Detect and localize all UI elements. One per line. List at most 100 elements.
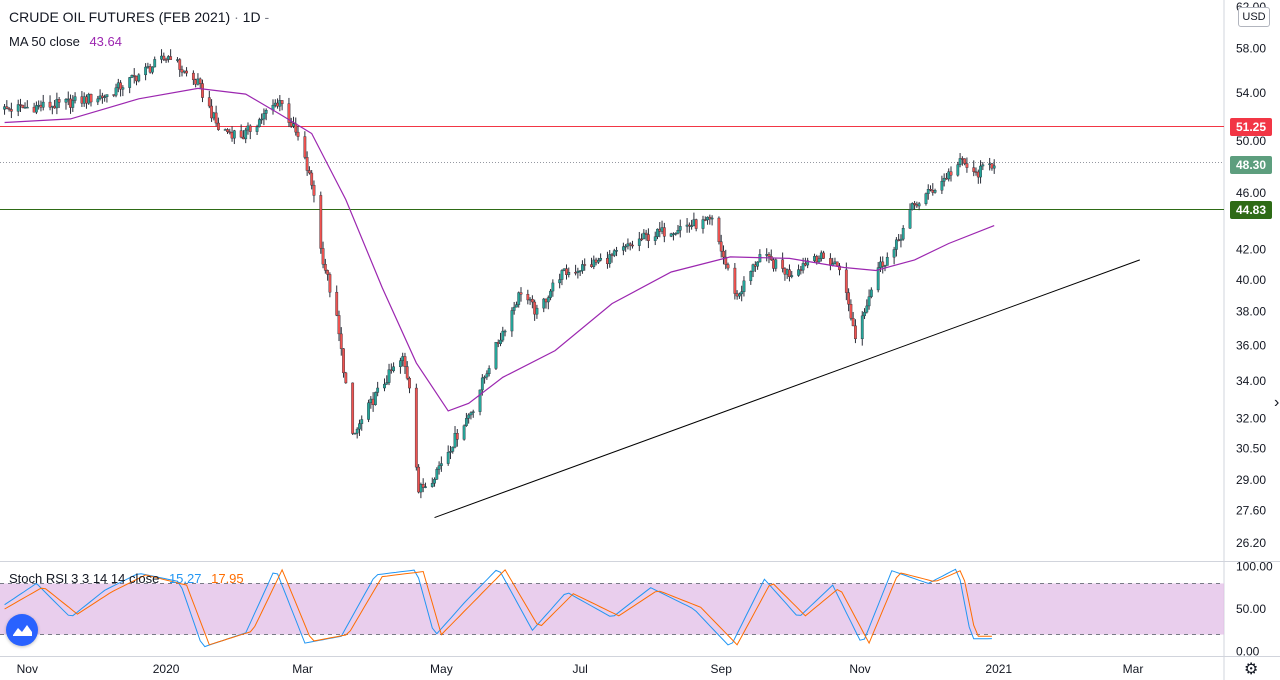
candle-body	[392, 366, 395, 372]
candle	[503, 329, 507, 337]
stoch-rsi-legend[interactable]: Stoch RSI 3 3 14 14 close 15.27 17.95	[9, 571, 244, 586]
candle-body	[849, 304, 853, 319]
candle-body	[612, 250, 616, 256]
candle	[137, 73, 141, 83]
candle-body	[119, 82, 122, 90]
candle-body	[335, 291, 339, 316]
candle	[756, 261, 760, 270]
candle	[255, 124, 259, 136]
candle-body	[560, 270, 564, 280]
candle	[3, 104, 6, 115]
candle	[276, 98, 279, 109]
interval-label[interactable]: 1D	[242, 9, 261, 25]
candle-body	[162, 55, 166, 60]
candle-body	[637, 238, 641, 246]
candle-body	[246, 125, 250, 131]
candle-body	[945, 177, 948, 180]
candle	[567, 267, 571, 278]
candle	[945, 173, 948, 180]
candle	[963, 158, 967, 166]
candle	[576, 267, 580, 279]
candle	[876, 261, 880, 293]
candle	[583, 258, 587, 271]
candle-body	[835, 261, 839, 267]
candle-body	[740, 291, 744, 295]
ma50-line	[4, 87, 995, 412]
candle	[100, 92, 104, 104]
candle-body	[658, 228, 662, 232]
price-axis-tick-label: 58.00	[1236, 42, 1266, 56]
candle	[976, 169, 980, 184]
candle-body	[196, 78, 200, 85]
candle	[956, 161, 960, 177]
candle-body	[897, 239, 901, 242]
candle-body	[838, 265, 841, 271]
candle-body	[96, 98, 100, 103]
candle-body	[628, 243, 632, 246]
candle-body	[37, 104, 41, 107]
symbol-legend[interactable]: CRUDE OIL FUTURES (FEB 2021) · 1D -	[9, 9, 269, 25]
tradingview-logo-icon[interactable]	[6, 614, 38, 646]
candle	[647, 228, 650, 249]
candle	[462, 424, 466, 441]
candle-body	[182, 70, 186, 73]
candle-body	[615, 250, 618, 252]
candle	[722, 245, 725, 265]
candle	[191, 70, 195, 85]
candle	[401, 352, 405, 367]
ma-legend[interactable]: MA 50 close 43.64	[9, 34, 122, 49]
candle	[560, 269, 564, 286]
candle	[612, 248, 616, 258]
candle	[312, 180, 316, 203]
candle	[337, 310, 341, 342]
candle	[433, 477, 436, 487]
candle	[178, 58, 182, 77]
candle	[278, 95, 282, 112]
trendline	[434, 259, 1140, 519]
ma-label: MA 50 close	[9, 34, 80, 49]
candle-body	[105, 94, 109, 98]
price-axis-tick-label: 42.00	[1236, 242, 1266, 256]
candle-body	[542, 298, 546, 309]
candle-body	[85, 96, 88, 104]
candle	[562, 268, 566, 272]
candle	[672, 232, 675, 241]
resistance-price-badge: 51.25	[1230, 118, 1272, 136]
candle-body	[7, 108, 11, 110]
candle-body	[785, 269, 789, 275]
candle	[387, 363, 391, 386]
candle-body	[596, 260, 600, 263]
candle-body	[55, 99, 59, 109]
candle-body	[48, 101, 52, 108]
candle	[674, 232, 678, 236]
candle	[207, 90, 211, 109]
currency-button[interactable]: USD	[1238, 7, 1270, 27]
candle	[383, 378, 386, 392]
candle	[376, 381, 380, 397]
candle	[230, 126, 234, 142]
time-axis-tick-label: Sep	[711, 662, 733, 676]
candle-body	[351, 382, 355, 434]
scroll-right-icon[interactable]: ›	[1274, 394, 1280, 411]
time-axis-tick-label: Nov	[849, 662, 870, 676]
candle	[703, 216, 707, 222]
candle-body	[765, 254, 769, 256]
price-axis-tick-label: 29.00	[1236, 473, 1266, 487]
candle	[512, 301, 516, 315]
candle	[606, 251, 609, 269]
settings-gear-icon[interactable]: ⚙	[1244, 661, 1259, 678]
candle	[417, 464, 421, 494]
candle	[949, 166, 953, 182]
candle	[471, 409, 475, 418]
candle-body	[565, 268, 568, 275]
candle	[351, 382, 355, 435]
candle-body	[103, 96, 107, 99]
candle-body	[164, 59, 168, 61]
candle	[574, 264, 577, 276]
candle-body	[5, 106, 9, 109]
candle	[596, 257, 600, 265]
legend-separator: ·	[234, 9, 239, 25]
candle-body	[178, 59, 182, 70]
candle	[931, 183, 935, 196]
